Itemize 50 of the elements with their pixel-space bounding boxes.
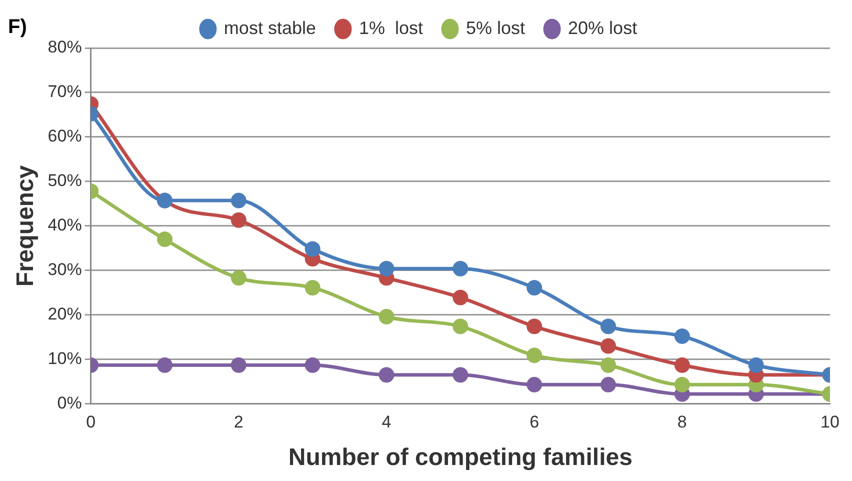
y-tick-label: 60% — [48, 126, 82, 146]
y-tick-label: 80% — [48, 38, 82, 57]
point — [674, 328, 690, 344]
point — [526, 280, 542, 296]
point — [452, 290, 468, 306]
y-tick-label: 40% — [48, 216, 82, 235]
chart-title: F) — [8, 16, 27, 39]
point — [378, 260, 394, 276]
point — [378, 308, 394, 324]
x-tick-label: 8 — [677, 412, 687, 432]
point — [230, 192, 246, 208]
point — [156, 357, 172, 373]
legend-label: 20% lost — [568, 18, 638, 38]
point — [526, 318, 542, 334]
y-tick-label: 70% — [48, 82, 82, 102]
legend-label: most stable — [224, 18, 316, 38]
point — [156, 231, 172, 247]
point — [452, 260, 468, 276]
point — [230, 212, 246, 228]
y-tick-label: 0% — [57, 393, 82, 412]
y-tick-label: 20% — [48, 304, 82, 324]
legend-label: 1% lost — [358, 18, 424, 38]
legend-label: 5% lost — [466, 18, 526, 38]
point — [304, 357, 320, 373]
point — [748, 357, 764, 373]
x-tick-label: 2 — [234, 412, 244, 432]
x-tick-label: 6 — [530, 412, 540, 432]
x-tick-label: 4 — [382, 412, 392, 432]
y-tick-label: 10% — [48, 349, 82, 368]
point — [304, 280, 320, 296]
x-axis-title: Number of competing families — [288, 444, 632, 472]
point — [526, 376, 542, 392]
point — [452, 318, 468, 334]
y-tick-label: 50% — [48, 171, 82, 190]
y-tick-label: 30% — [48, 260, 82, 280]
point — [674, 376, 690, 392]
point — [600, 318, 616, 334]
point — [378, 367, 394, 383]
point — [674, 357, 690, 373]
point — [600, 338, 616, 354]
point — [230, 270, 246, 286]
point — [304, 241, 320, 257]
point — [600, 357, 616, 373]
point — [230, 357, 246, 373]
y-axis-title: Frequency — [12, 164, 40, 287]
point — [452, 367, 468, 383]
point — [526, 348, 542, 364]
point — [600, 376, 616, 392]
x-tick-label: 0 — [86, 412, 96, 432]
x-tick-label: 10 — [820, 412, 840, 432]
